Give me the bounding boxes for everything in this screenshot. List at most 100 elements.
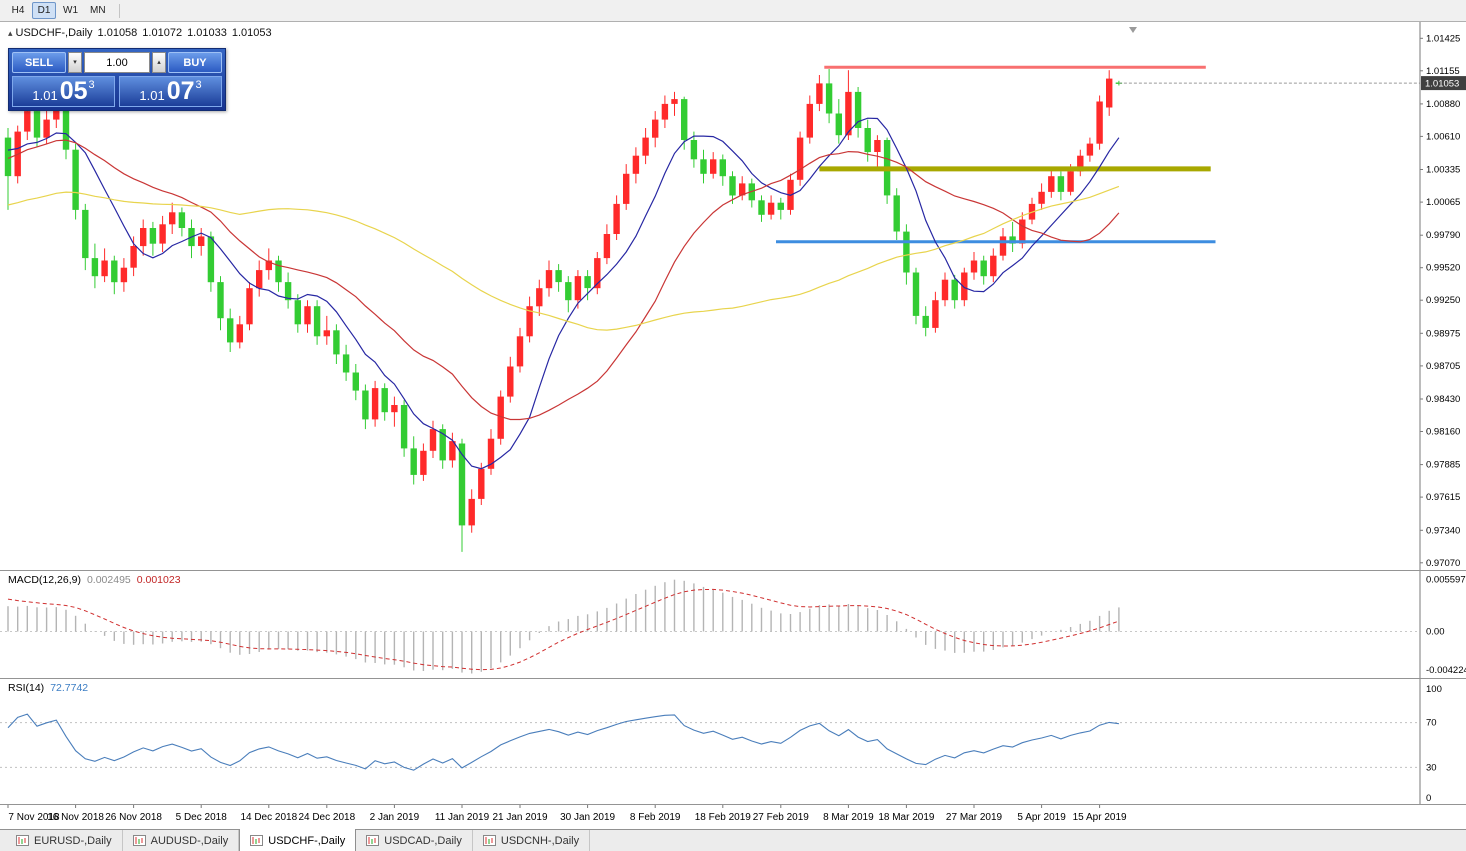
symbol-label: USDCHF-,Daily bbox=[15, 27, 93, 39]
macd-chart-canvas[interactable]: 0.005597 0.00 -0.004224 bbox=[0, 571, 1466, 678]
volume-input[interactable] bbox=[84, 52, 150, 73]
ohlc-open: 1.01058 bbox=[97, 27, 138, 39]
svg-text:26 Nov 2018: 26 Nov 2018 bbox=[105, 812, 162, 823]
svg-text:5 Apr 2019: 5 Apr 2019 bbox=[1017, 812, 1066, 823]
macd-indicator-panel[interactable]: 0.005597 0.00 -0.004224 MACD(12,26,9) 0.002… bbox=[0, 570, 1466, 678]
svg-text:0.98160: 0.98160 bbox=[1426, 427, 1460, 438]
tab-usdcad-daily[interactable]: USDCAD-,Daily bbox=[356, 830, 473, 851]
macd-value: 0.002495 bbox=[86, 574, 131, 586]
collapse-triangle-icon[interactable]: ▴ bbox=[8, 28, 13, 38]
svg-text:2 Jan 2019: 2 Jan 2019 bbox=[370, 812, 420, 823]
sell-price-big: 05 bbox=[59, 77, 88, 105]
svg-text:0.00: 0.00 bbox=[1426, 627, 1445, 638]
macd-signal-value: 0.001023 bbox=[136, 574, 181, 586]
svg-text:0.99520: 0.99520 bbox=[1426, 263, 1460, 274]
tab-label: EURUSD-,Daily bbox=[34, 834, 112, 847]
volume-up-button[interactable]: ▴ bbox=[152, 52, 166, 73]
svg-text:27 Feb 2019: 27 Feb 2019 bbox=[753, 812, 810, 823]
sell-price-sup: 3 bbox=[88, 79, 95, 91]
svg-text:16 Nov 2018: 16 Nov 2018 bbox=[47, 812, 104, 823]
chart-tab-icon bbox=[250, 835, 264, 846]
svg-text:70: 70 bbox=[1426, 718, 1437, 729]
sell-price-prefix: 1.01 bbox=[32, 88, 58, 103]
timeframe-w1-button[interactable]: W1 bbox=[63, 5, 78, 16]
svg-text:24 Dec 2018: 24 Dec 2018 bbox=[298, 812, 355, 823]
svg-text:0.98975: 0.98975 bbox=[1426, 328, 1460, 339]
svg-text:27 Mar 2019: 27 Mar 2019 bbox=[946, 812, 1003, 823]
svg-text:-0.004224: -0.004224 bbox=[1426, 665, 1466, 676]
svg-text:1.00065: 1.00065 bbox=[1426, 197, 1460, 208]
tab-usdchf-daily[interactable]: USDCHF-,Daily bbox=[239, 829, 357, 851]
svg-text:0.97070: 0.97070 bbox=[1426, 558, 1460, 569]
svg-text:0.97615: 0.97615 bbox=[1426, 492, 1460, 503]
buy-price-big: 07 bbox=[166, 77, 195, 105]
rsi-indicator-panel[interactable]: 100 70 30 0 RSI(14) 72.7742 bbox=[0, 678, 1466, 804]
svg-text:0.98705: 0.98705 bbox=[1426, 361, 1460, 372]
volume-down-button[interactable]: ▾ bbox=[68, 52, 82, 73]
sell-price-display[interactable]: 1.01 05 3 bbox=[12, 76, 115, 107]
svg-text:0.99790: 0.99790 bbox=[1426, 230, 1460, 241]
tab-eurusd-daily[interactable]: EURUSD-,Daily bbox=[6, 830, 123, 851]
svg-text:8 Mar 2019: 8 Mar 2019 bbox=[823, 812, 874, 823]
tab-label: USDCNH-,Daily bbox=[500, 834, 580, 847]
macd-header: MACD(12,26,9) 0.002495 0.001023 bbox=[8, 574, 181, 586]
svg-text:1.01053: 1.01053 bbox=[1425, 79, 1459, 90]
rsi-header: RSI(14) 72.7742 bbox=[8, 682, 88, 694]
chart-tab-icon bbox=[482, 835, 496, 846]
svg-text:0.005597: 0.005597 bbox=[1426, 575, 1466, 586]
rsi-label: RSI(14) bbox=[8, 682, 45, 694]
timeframe-d1-button[interactable]: D1 bbox=[32, 2, 56, 19]
svg-text:1.00610: 1.00610 bbox=[1426, 131, 1460, 142]
timeframe-mn-button[interactable]: MN bbox=[90, 5, 106, 16]
tab-audusd-daily[interactable]: AUDUSD-,Daily bbox=[123, 830, 240, 851]
time-scale[interactable]: 7 Nov 2018 16 Nov 2018 26 Nov 2018 5 Dec 20… bbox=[0, 804, 1466, 829]
tab-label: USDCHF-,Daily bbox=[268, 834, 346, 847]
svg-text:18 Feb 2019: 18 Feb 2019 bbox=[695, 812, 752, 823]
rsi-chart-canvas[interactable]: 100 70 30 0 bbox=[0, 679, 1466, 804]
chart-header: ▴ USDCHF-,Daily 1.01058 1.01072 1.01033 1.010… bbox=[8, 27, 272, 39]
chevron-up-icon: ▴ bbox=[157, 59, 161, 66]
tab-label: AUDUSD-,Daily bbox=[150, 834, 229, 847]
one-click-trading-panel: SELL ▾ ▴ BUY 1.01 05 3 1.01 07 3 bbox=[8, 48, 226, 111]
chevron-down-icon: ▾ bbox=[73, 59, 77, 66]
timeframe-h4-button[interactable]: H4 bbox=[11, 5, 25, 16]
svg-text:1.00335: 1.00335 bbox=[1426, 165, 1460, 176]
buy-price-prefix: 1.01 bbox=[139, 88, 165, 103]
svg-text:5 Dec 2018: 5 Dec 2018 bbox=[176, 812, 228, 823]
sell-button[interactable]: SELL bbox=[12, 52, 66, 73]
svg-text:30: 30 bbox=[1426, 762, 1437, 773]
rsi-value: 72.7742 bbox=[50, 682, 89, 694]
svg-text:0: 0 bbox=[1426, 793, 1431, 804]
ohlc-low: 1.01033 bbox=[187, 27, 227, 39]
main-chart-panel[interactable]: 1.01425 1.01155 1.00880 1.00610 1.00335 1.000… bbox=[0, 22, 1466, 570]
tab-usdcnh-daily[interactable]: USDCNH-,Daily bbox=[473, 830, 591, 851]
svg-text:30 Jan 2019: 30 Jan 2019 bbox=[560, 812, 615, 823]
candlestick-chart-canvas[interactable]: 1.01425 1.01155 1.00880 1.00610 1.00335 1.000… bbox=[0, 22, 1466, 570]
svg-text:21 Jan 2019: 21 Jan 2019 bbox=[492, 812, 547, 823]
buy-price-sup: 3 bbox=[195, 79, 202, 91]
svg-text:100: 100 bbox=[1426, 684, 1442, 695]
buy-button[interactable]: BUY bbox=[168, 52, 222, 73]
svg-text:0.97340: 0.97340 bbox=[1426, 525, 1460, 536]
svg-text:1.00880: 1.00880 bbox=[1426, 99, 1460, 110]
ohlc-high: 1.01072 bbox=[142, 27, 183, 39]
buy-price-display[interactable]: 1.01 07 3 bbox=[119, 76, 222, 107]
chart-tab-icon bbox=[366, 835, 380, 846]
svg-text:7 Nov 2018: 7 Nov 2018 bbox=[8, 812, 60, 823]
chart-tab-bar: EURUSD-,Daily AUDUSD-,Daily USDCHF-,Dail… bbox=[0, 829, 1466, 851]
svg-text:11 Jan 2019: 11 Jan 2019 bbox=[435, 812, 490, 823]
toolbar-separator bbox=[118, 3, 120, 18]
svg-text:8 Feb 2019: 8 Feb 2019 bbox=[630, 812, 681, 823]
price-scale[interactable] bbox=[1420, 22, 1466, 570]
timeframe-toolbar: H4 D1 W1 MN bbox=[0, 0, 1466, 22]
chart-tab-icon bbox=[132, 835, 146, 846]
svg-text:15 Apr 2019: 15 Apr 2019 bbox=[1073, 812, 1127, 823]
svg-text:1.01425: 1.01425 bbox=[1426, 33, 1460, 44]
svg-text:0.98430: 0.98430 bbox=[1426, 394, 1460, 405]
tab-label: USDCAD-,Daily bbox=[384, 834, 462, 847]
svg-text:1.01155: 1.01155 bbox=[1426, 66, 1460, 77]
svg-text:14 Dec 2018: 14 Dec 2018 bbox=[240, 812, 297, 823]
ohlc-close: 1.01053 bbox=[231, 27, 272, 39]
svg-text:0.99250: 0.99250 bbox=[1426, 295, 1460, 306]
